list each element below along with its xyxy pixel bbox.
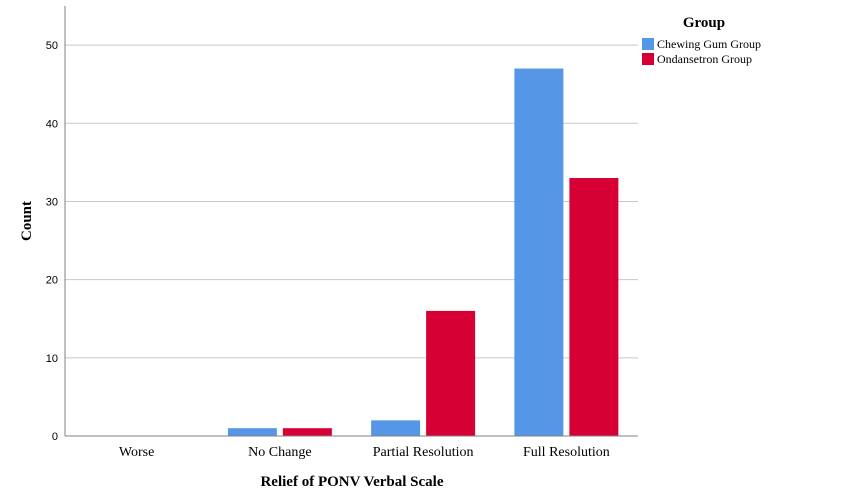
x-tick-label: Worse <box>119 445 154 460</box>
legend-swatch <box>642 38 654 50</box>
y-axis-title: Count <box>19 201 35 241</box>
x-tick-labels: Worse No Change Partial Resolution Full Res… <box>119 445 610 460</box>
x-tick-label: No Change <box>248 445 311 460</box>
bar-ondansetron-1 <box>282 428 332 436</box>
bar-chewing-gum-1 <box>227 428 277 436</box>
y-tick-label: 40 <box>46 118 58 130</box>
legend-title: Group <box>683 15 725 31</box>
x-axis-title: Relief of PONV Verbal Scale <box>260 474 443 490</box>
legend-label: Chewing Gum Group <box>657 37 761 51</box>
y-tick-labels: 0 10 20 30 40 50 <box>46 40 58 443</box>
y-tick-label: 20 <box>46 275 58 287</box>
bars <box>227 68 619 436</box>
axes <box>64 6 638 437</box>
bar-ondansetron-3 <box>569 178 619 436</box>
y-tick-label: 50 <box>46 40 58 52</box>
bar-ondansetron-2 <box>426 310 476 436</box>
bar-chewing-gum-2 <box>371 420 421 436</box>
x-tick-label: Full Resolution <box>523 445 610 460</box>
legend-swatch <box>642 53 654 65</box>
y-tick-label: 10 <box>46 353 58 365</box>
legend-label: Ondansetron Group <box>657 52 752 66</box>
y-tick-label: 30 <box>46 196 58 208</box>
bar-chewing-gum-3 <box>514 68 564 436</box>
y-tick-label: 0 <box>52 431 58 443</box>
x-tick-label: Partial Resolution <box>373 445 474 460</box>
